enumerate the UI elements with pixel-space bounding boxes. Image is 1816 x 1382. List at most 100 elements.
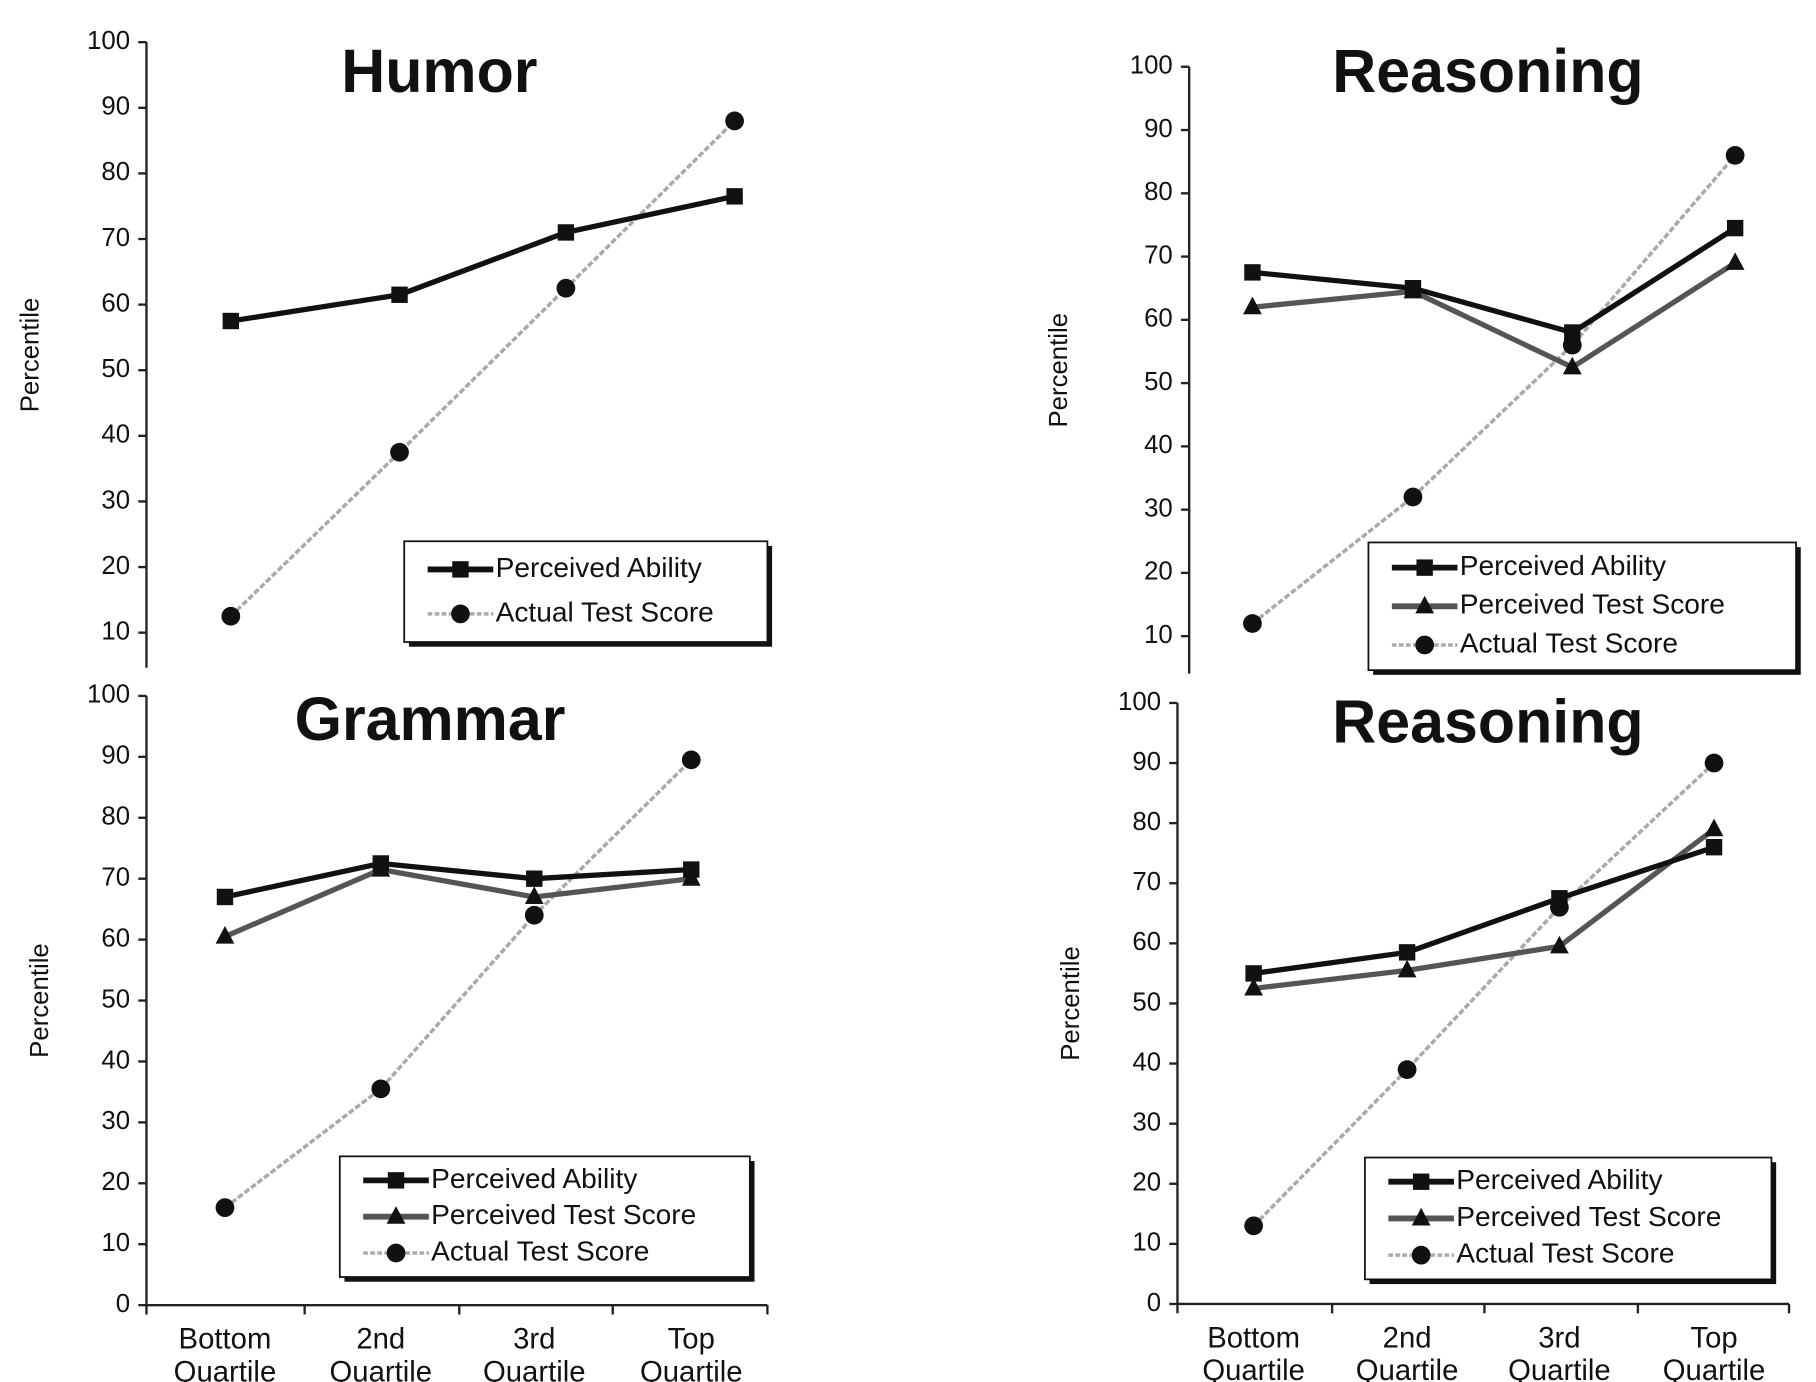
marker-square bbox=[1404, 280, 1422, 297]
marker-circle bbox=[1704, 753, 1724, 773]
y-tick-label: 10 bbox=[1132, 1229, 1161, 1257]
x-tick-label-box: Bottom Quartile bbox=[174, 1324, 277, 1382]
marker-square bbox=[726, 188, 743, 205]
x-tick-label-box: Top Quartile bbox=[639, 1323, 743, 1382]
y-tick-label: 80 bbox=[1144, 178, 1173, 206]
series-line bbox=[229, 119, 736, 618]
x-tick-label-box: 2nd Quartile bbox=[329, 1323, 433, 1382]
y-tick-label: 70 bbox=[101, 864, 130, 892]
series bbox=[216, 855, 700, 906]
y-tick-label: 90 bbox=[101, 93, 130, 121]
legend-label: Actual Test Score bbox=[431, 1235, 649, 1266]
marker-circle bbox=[1243, 614, 1262, 633]
legend-marker bbox=[1415, 635, 1435, 655]
series bbox=[1244, 219, 1744, 341]
legend-label: Perceived Ability bbox=[431, 1163, 637, 1194]
y-tick-label: 10 bbox=[101, 617, 130, 645]
marker-circle bbox=[524, 905, 544, 925]
y-tick-label: 70 bbox=[1144, 241, 1173, 269]
y-tick-label: 100 bbox=[1130, 52, 1173, 80]
x-tick-label: 3rd Quartile bbox=[1508, 1322, 1611, 1382]
x-tick-label-box: 2nd Quartile bbox=[1355, 1322, 1459, 1382]
legend-label: Perceived Ability bbox=[1460, 550, 1666, 581]
marker-triangle bbox=[1550, 935, 1569, 954]
legend-marker bbox=[451, 604, 470, 624]
y-axis-label: Percentile bbox=[26, 943, 54, 1058]
marker-square bbox=[1398, 944, 1416, 961]
chart-title: Grammar bbox=[295, 685, 566, 753]
marker-square bbox=[1244, 264, 1261, 281]
marker-circle bbox=[371, 1079, 391, 1099]
marker-triangle bbox=[1243, 296, 1262, 315]
marker-square bbox=[526, 870, 543, 887]
y-tick-label: 20 bbox=[1144, 558, 1173, 586]
x-tick-label: Bottom Quartile bbox=[1202, 1322, 1305, 1382]
marker-triangle bbox=[1725, 252, 1745, 270]
series bbox=[222, 188, 743, 330]
marker-circle bbox=[681, 750, 701, 770]
legend-box bbox=[403, 540, 769, 643]
marker-square bbox=[222, 312, 240, 330]
legend-label: Perceived Test Score bbox=[431, 1199, 696, 1230]
y-tick-label: 100 bbox=[87, 27, 130, 55]
series-line bbox=[1253, 844, 1715, 977]
y-tick-label: 70 bbox=[1132, 868, 1161, 896]
y-tick-label: 30 bbox=[1144, 494, 1173, 522]
marker-square bbox=[1726, 219, 1744, 237]
marker-square bbox=[683, 861, 700, 878]
y-tick-label: 100 bbox=[1118, 688, 1161, 716]
y-tick-label: 40 bbox=[1144, 431, 1173, 459]
x-tick-label-box: 3rd Quartile bbox=[482, 1323, 586, 1382]
y-tick-label: 90 bbox=[1132, 748, 1161, 776]
marker-triangle bbox=[1704, 818, 1724, 837]
legend-label: Perceived Test Score bbox=[1456, 1201, 1721, 1232]
legend-label: Perceived Ability bbox=[496, 552, 702, 583]
y-tick-label: 40 bbox=[1132, 1048, 1161, 1076]
x-tick-label-box: 3rd Quartile bbox=[1508, 1322, 1611, 1382]
legend-label: Perceived Ability bbox=[1456, 1164, 1662, 1195]
series-line bbox=[224, 860, 692, 900]
y-tick-label: 0 bbox=[116, 1290, 130, 1318]
marker-circle bbox=[215, 1198, 235, 1218]
y-tick-label: 40 bbox=[101, 421, 130, 449]
x-tick-label-box: Top Quartile bbox=[1662, 1322, 1766, 1382]
y-tick-label: 80 bbox=[1132, 808, 1161, 836]
marker-square bbox=[216, 888, 234, 906]
marker-square bbox=[1551, 890, 1568, 907]
marker-circle bbox=[1403, 487, 1423, 507]
x-tick-label: 2nd Quartile bbox=[329, 1323, 433, 1382]
marker-triangle bbox=[1397, 959, 1417, 978]
y-tick-label: 50 bbox=[1144, 368, 1173, 396]
y-tick-label: 100 bbox=[87, 681, 130, 709]
legend-marker bbox=[386, 1206, 406, 1224]
y-tick-label: 50 bbox=[101, 355, 130, 383]
y-tick-label: 20 bbox=[101, 552, 130, 580]
x-tick-label: 3rd Quartile bbox=[482, 1323, 586, 1382]
legend-label: Perceived Test Score bbox=[1460, 589, 1725, 620]
x-tick-label: Top Quartile bbox=[639, 1323, 743, 1382]
series-line bbox=[230, 193, 736, 324]
marker-square bbox=[1705, 838, 1723, 856]
marker-circle bbox=[221, 606, 241, 626]
x-tick-label: 2nd Quartile bbox=[1355, 1322, 1459, 1382]
legend-label: Actual Test Score bbox=[1460, 627, 1678, 658]
y-tick-label: 50 bbox=[101, 985, 130, 1013]
legend-marker bbox=[1415, 595, 1435, 614]
marker-square bbox=[1245, 965, 1262, 982]
marker-circle bbox=[1397, 1060, 1417, 1079]
legend-label: Actual Test Score bbox=[496, 596, 714, 627]
marker-circle bbox=[556, 278, 576, 298]
y-axis-label: Percentile bbox=[1045, 313, 1073, 428]
y-tick-label: 80 bbox=[101, 803, 130, 831]
y-tick-label: 50 bbox=[1132, 988, 1161, 1016]
legend-marker bbox=[1416, 559, 1433, 576]
series-line bbox=[1253, 827, 1716, 992]
y-axis-label: Percentile bbox=[1057, 946, 1085, 1061]
legend-marker bbox=[1412, 1173, 1430, 1190]
x-tick-label: Top Quartile bbox=[1662, 1322, 1766, 1382]
y-tick-label: 30 bbox=[101, 486, 130, 514]
legend-marker bbox=[452, 561, 469, 578]
marker-square bbox=[557, 224, 575, 241]
chart-title: Humor bbox=[341, 37, 537, 105]
